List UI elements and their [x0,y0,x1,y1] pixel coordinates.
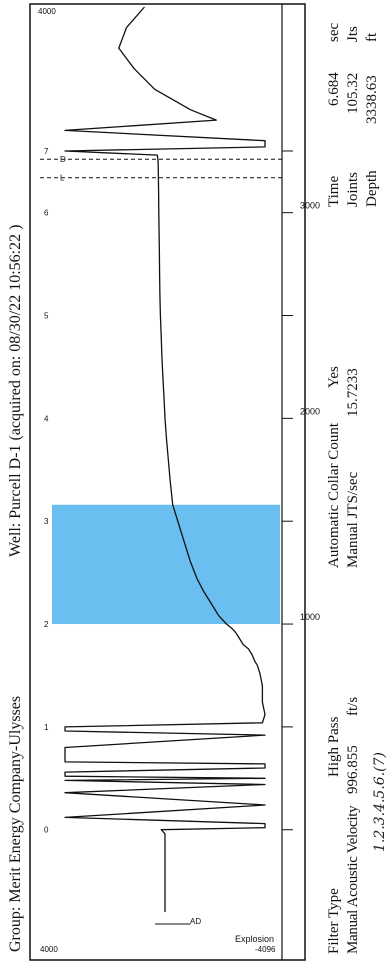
joints-label: Joints [345,171,361,207]
time-label: Time [326,175,342,207]
explosion-label: Explosion [235,934,274,944]
manual-velocity-value: 996.855 [345,745,361,794]
top-marker-5: 5 [44,312,49,321]
depth-label: Depth [364,170,380,207]
top-marker-3: 3 [44,517,49,526]
top-marker-1: 1 [44,723,49,732]
top-marker-2: 2 [44,620,49,629]
auto-collar-label: Automatic Collar Count [326,423,342,568]
series-line-0 [64,6,266,912]
plot-frame [29,3,306,961]
marker-label-d: D [60,155,66,164]
manual-jts-label: Manual JTS/sec [345,471,361,568]
filter-type-label: Filter Type [326,888,342,954]
x-tick-label-6: 3000 [300,201,320,211]
x-tick-label-4: 2000 [300,406,320,416]
top-marker-7: 7 [44,147,49,156]
filter-type-value: High Pass [326,716,342,777]
top-marker-0: 0 [44,826,49,835]
handwritten-note: 1.2.3.4.5.6.(7) [372,752,388,852]
manual-jts-value: 15.7233 [345,368,361,417]
manual-velocity-unit: ft/s [345,696,361,716]
depth-value: 3338.63 [364,75,380,124]
top-marker-6: 6 [44,209,49,218]
manual-velocity-label: Manual Acoustic Velocity [345,805,361,954]
ad-label: AD [190,917,201,926]
depth-unit: ft [364,32,380,42]
x-tick-label-2: 1000 [300,612,320,622]
marker-label-l: L [60,174,65,183]
joints-value: 105.32 [345,72,361,114]
edge-label-left-bottom: -4096 [255,945,276,954]
joints-unit: Jts [345,26,361,42]
time-unit: sec [326,22,342,42]
edge-label-left-top: 4000 [40,945,58,954]
top-marker-4: 4 [44,414,49,423]
edge-label-right-top: 4000 [38,7,56,16]
highlight-region [52,504,280,625]
time-value: 6.684 [326,72,342,106]
auto-collar-value: Yes [326,366,342,388]
